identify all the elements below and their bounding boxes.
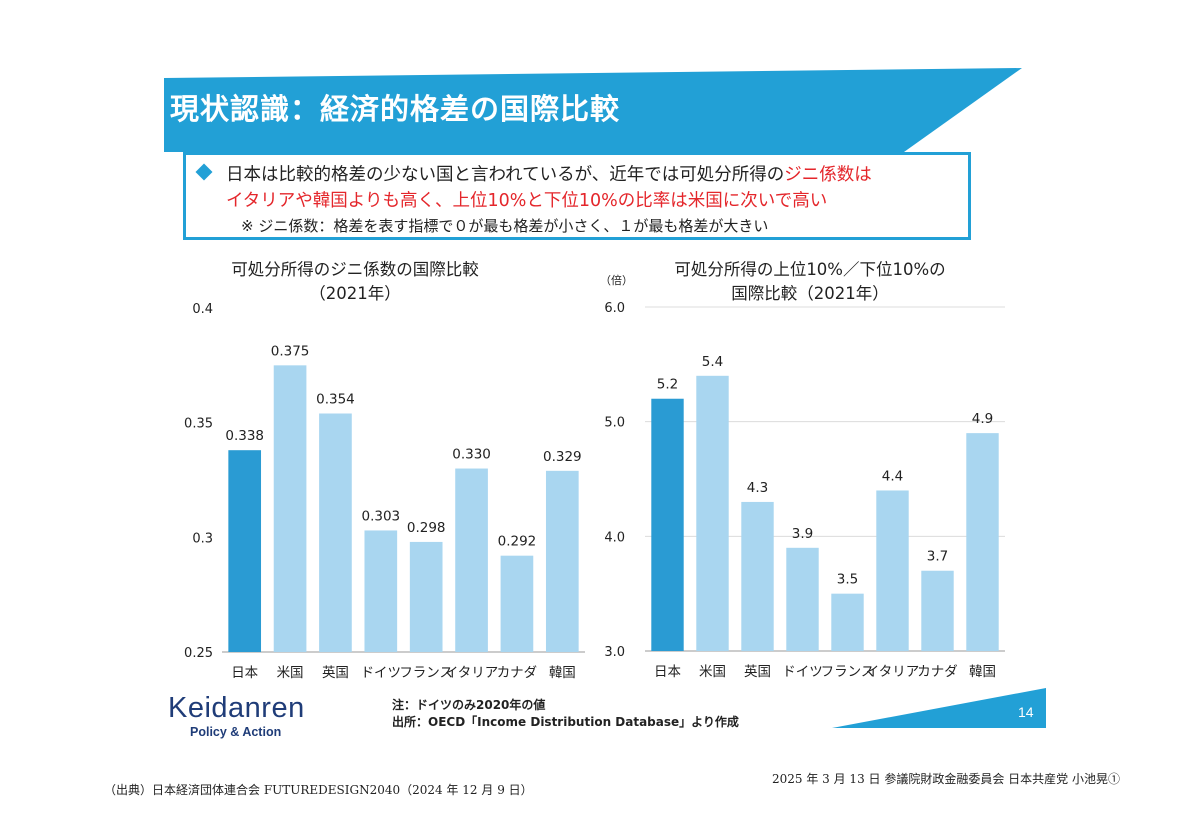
data-label: 4.4	[882, 468, 903, 484]
data-label: 0.329	[543, 449, 582, 465]
category-label: 韓国	[969, 664, 996, 680]
keidanren-logo: Keidanren Policy & Action	[168, 692, 305, 740]
y-tick-label: 5.0	[604, 416, 625, 431]
data-label: 0.338	[225, 428, 264, 444]
chart-notes: 注：ドイツのみ2020年の値 出所：OECD「Income Distributi…	[392, 697, 739, 731]
bar-gini-2	[319, 413, 352, 652]
logo-tagline: Policy & Action	[190, 725, 282, 739]
bar-ratio-3	[786, 547, 819, 651]
bar-gini-1	[273, 365, 307, 652]
title-banner-shape	[164, 68, 1022, 152]
category-label: 韓国	[549, 665, 576, 681]
y-tick-label: 0.4	[192, 302, 213, 317]
category-label: カナダ	[497, 665, 538, 681]
footer-banner	[832, 688, 1046, 728]
slide-title: 現状認識：経済的格差の国際比較	[170, 92, 621, 126]
data-label: 4.9	[972, 411, 993, 427]
data-label: 3.9	[792, 526, 813, 542]
chart-2-subtitle: 国際比較（2021年）	[731, 284, 889, 303]
summary-line-1-text: 日本は比較的格差の少ない国と言われているが、近年では可処分所得の	[226, 165, 785, 185]
category-label: カナダ	[917, 664, 958, 680]
category-label: フランス	[821, 664, 875, 680]
summary-box: 日本は比較的格差の少ない国と言われているが、近年では可処分所得のジニ係数は イタ…	[183, 152, 971, 240]
data-label: 5.4	[702, 354, 723, 370]
data-label: 0.292	[498, 534, 537, 550]
bar-gini-5	[455, 468, 488, 652]
bar-ratio-6	[921, 570, 954, 651]
bar-ratio-1	[696, 375, 729, 651]
category-label: イタリア	[445, 665, 498, 681]
category-label: イタリア	[866, 664, 919, 680]
y-tick-label: 0.25	[184, 646, 213, 661]
summary-line-1-highlight: ジニ係数は	[784, 165, 872, 185]
category-label: 米国	[277, 665, 304, 681]
category-label: ドイツ	[361, 665, 402, 681]
logo-name: Keidanren	[168, 692, 305, 724]
chart-1-title-block: 可処分所得のジニ係数の国際比較 （2021年）	[230, 258, 480, 306]
bar-gini-6	[500, 555, 534, 652]
category-label: 英国	[322, 664, 349, 681]
y-tick-label: 3.0	[604, 645, 625, 660]
summary-line-1: 日本は比較的格差の少ない国と言われているが、近年では可処分所得のジニ係数は	[226, 161, 872, 186]
category-label: 日本	[231, 665, 258, 681]
y-tick-label: 6.0	[604, 301, 625, 316]
bar-gini-0	[228, 450, 262, 652]
chart-1-title: 可処分所得のジニ係数の国際比較	[231, 260, 479, 279]
y-tick-label: 4.0	[604, 530, 625, 545]
data-label: 0.303	[361, 508, 400, 524]
chart-2-title: 可処分所得の上位10%／下位10%の	[674, 260, 946, 279]
category-label: 英国	[744, 663, 771, 680]
data-label: 5.2	[657, 377, 678, 393]
category-label: 日本	[654, 664, 682, 680]
title-banner	[164, 68, 1022, 152]
footer-source-right: 2025 年 3 月 13 日 参議院財政金融委員会 日本共産党 小池晃①	[772, 772, 1120, 786]
data-label: 0.298	[407, 520, 446, 536]
category-label: 米国	[699, 664, 726, 680]
footer-banner-shape	[832, 688, 1046, 728]
bar-gini-7	[545, 470, 579, 652]
note-germany: 注：ドイツのみ2020年の値	[392, 698, 546, 712]
data-label: 3.5	[837, 572, 858, 588]
data-label: 0.354	[316, 391, 355, 407]
category-label: フランス	[399, 665, 453, 681]
bar-ratio-0	[651, 398, 684, 651]
bar-gini-3	[364, 530, 398, 652]
bar-ratio-7	[966, 433, 999, 651]
page-number: 14	[1018, 704, 1034, 720]
chart-2-unit: （倍）	[600, 274, 633, 287]
chart-2-title-block: 可処分所得の上位10%／下位10%の 国際比較（2021年）	[640, 258, 980, 306]
chart-1-subtitle: （2021年）	[309, 284, 401, 303]
note-source: 出所：OECD「Income Distribution Database」より作…	[392, 715, 739, 729]
footer-source-left: （出典）日本経済団体連合会 FUTUREDESIGN2040（2024 年 12…	[104, 783, 533, 797]
bar-ratio-5	[876, 490, 909, 651]
data-label: 3.7	[927, 549, 948, 565]
y-tick-label: 0.35	[184, 417, 213, 432]
summary-line-2: イタリアや韓国よりも高く、上位10%と下位10%の比率は米国に次いで高い	[226, 191, 828, 211]
data-label: 0.375	[271, 343, 310, 359]
bar-ratio-2	[741, 501, 774, 651]
bar-gini-4	[409, 541, 443, 652]
data-label: 4.3	[747, 480, 768, 496]
summary-note: ※ ジニ係数：格差を表す指標で０が最も格差が小さく、１が最も格差が大きい	[241, 217, 769, 235]
bar-ratio-4	[831, 593, 864, 651]
category-label: ドイツ	[782, 664, 823, 680]
y-tick-label: 0.3	[192, 531, 213, 546]
data-label: 0.330	[452, 447, 491, 463]
